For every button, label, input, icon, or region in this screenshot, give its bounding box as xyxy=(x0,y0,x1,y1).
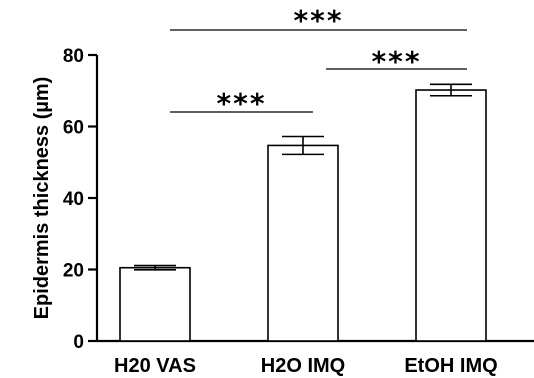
x-tick-label: H20 VAS xyxy=(114,355,196,377)
error-bars xyxy=(134,83,472,271)
y-axis-title: Epidermis thickness (µm) xyxy=(31,77,53,320)
y-tick-label: 40 xyxy=(63,189,84,210)
y-ticks: 0 20 40 60 80 xyxy=(63,46,97,353)
y-tick-label: 60 xyxy=(63,118,84,139)
significance-brackets: *** *** *** xyxy=(170,4,467,120)
x-tick-label: H2O IMQ xyxy=(261,355,345,377)
significance-bracket: *** xyxy=(170,4,467,37)
error-bar xyxy=(134,264,176,271)
bar xyxy=(415,89,487,342)
y-tick-label: 0 xyxy=(73,332,84,353)
y-tick-label: 80 xyxy=(63,46,84,67)
y-tick-label: 20 xyxy=(63,261,84,282)
bars xyxy=(119,89,487,342)
significance-bracket: *** xyxy=(326,45,467,78)
error-bar xyxy=(430,83,472,97)
error-bar xyxy=(282,135,324,156)
significance-bracket: *** xyxy=(170,87,313,120)
significance-label: *** xyxy=(372,45,422,78)
x-tick-labels: H20 VAS H2O IMQ EtOH IMQ xyxy=(114,355,498,377)
bar xyxy=(119,266,191,342)
bar xyxy=(267,144,339,342)
significance-label: *** xyxy=(217,87,267,120)
significance-label: *** xyxy=(294,4,344,37)
x-tick-label: EtOH IMQ xyxy=(404,355,497,377)
